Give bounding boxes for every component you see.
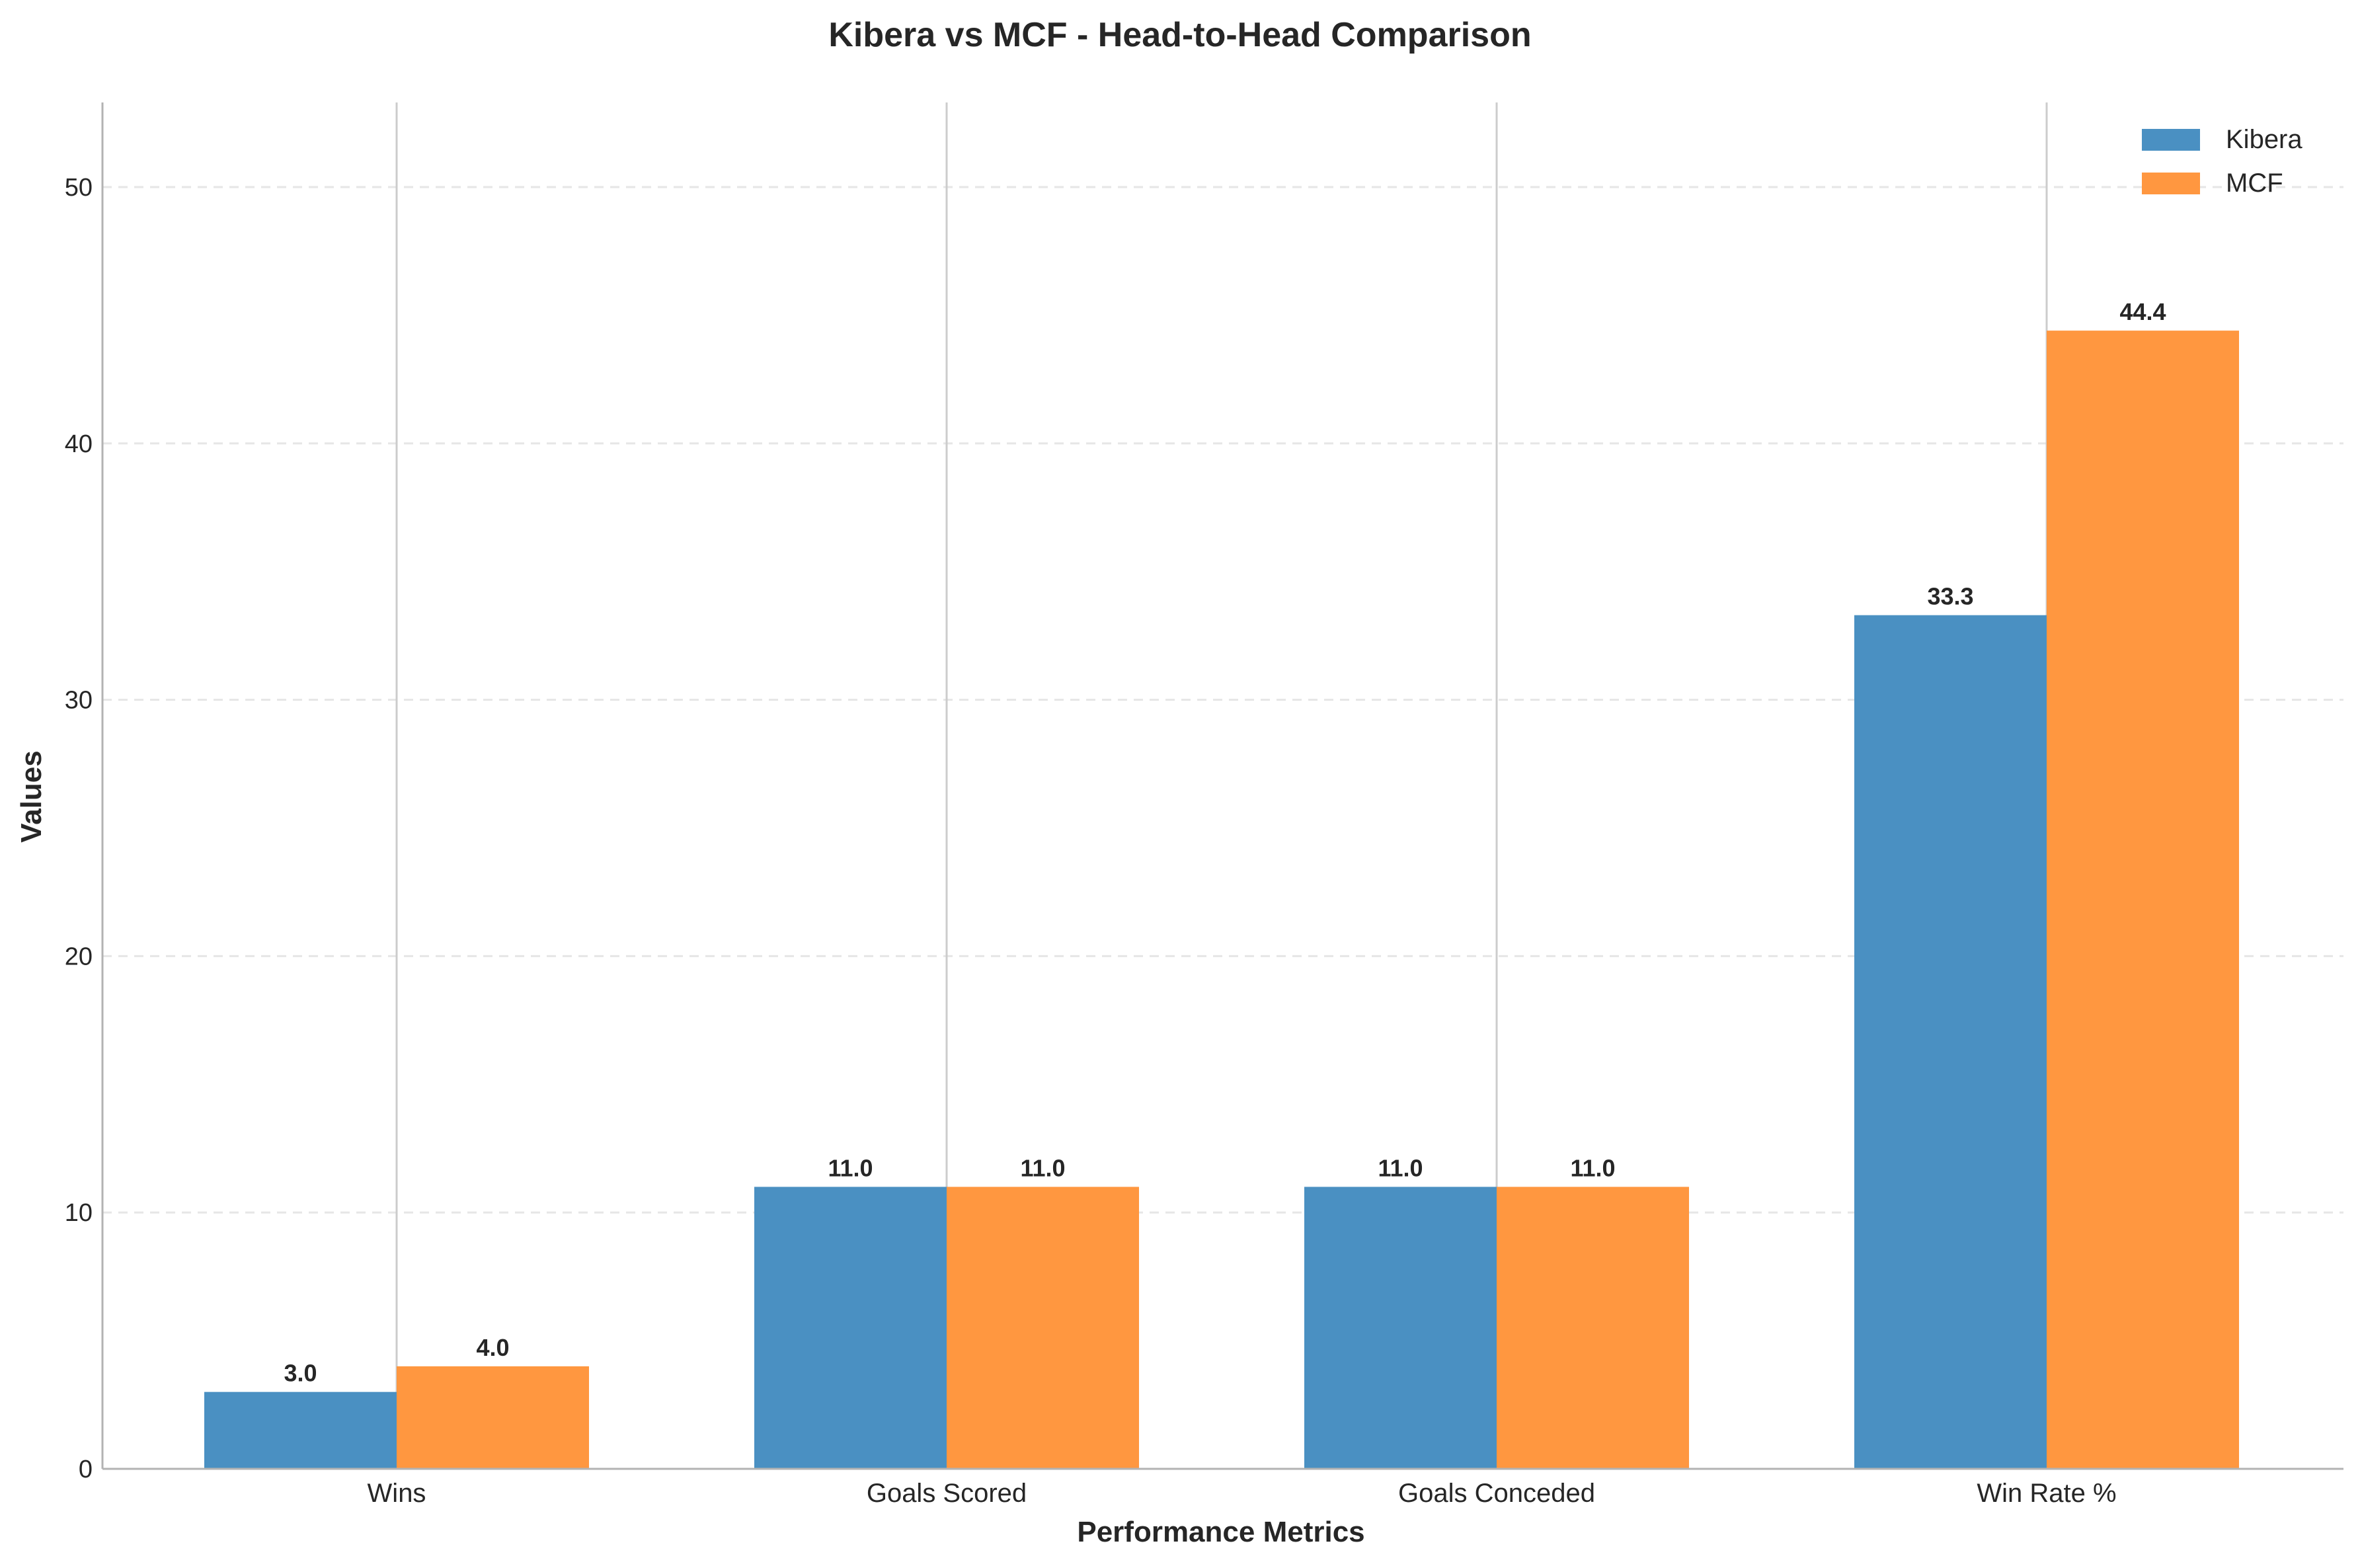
y-axis-label: Values [15,750,48,842]
chart-title: Kibera vs MCF - Head-to-Head Comparison [828,16,1531,54]
data-label: 4.0 [476,1334,509,1361]
legend-swatch-mcf [2142,173,2200,194]
data-label: 11.0 [1378,1154,1423,1181]
bar-kibera-2 [1304,1187,1497,1469]
bar-kibera-3 [1854,615,2047,1469]
bar-kibera-0 [204,1392,397,1469]
data-label: 3.0 [284,1360,317,1387]
data-labels: 3.0 11.0 11.0 33.3 4.0 11.0 11.0 44.4 [284,298,2166,1387]
bar-mcf-3 [2047,331,2239,1469]
bars [204,331,2239,1469]
bar-mcf-0 [397,1366,589,1469]
y-tick-label: 40 [65,430,93,458]
x-tick-label: Wins [368,1479,426,1508]
y-tick-label: 30 [65,687,93,715]
x-axis-label: Performance Metrics [1077,1516,1364,1548]
x-tick-label: Goals Conceded [1398,1479,1595,1508]
axes: 0 10 20 30 40 50 Wins Goals Scored Goals Concede… [65,102,2343,1508]
x-tick-label: Win Rate % [1977,1479,2116,1508]
legend: Kibera MCF [2142,125,2302,198]
data-label: 44.4 [2119,298,2166,325]
data-label: 11.0 [1020,1154,1065,1181]
bar-mcf-1 [947,1187,1139,1469]
bar-mcf-2 [1497,1187,1689,1469]
y-tick-label: 50 [65,174,93,202]
x-tick-label: Goals Scored [867,1479,1027,1508]
legend-swatch-kibera [2142,129,2200,151]
y-tick-label: 20 [65,943,93,970]
bar-kibera-1 [754,1187,947,1469]
legend-label-mcf: MCF [2226,169,2283,198]
y-tick-label: 0 [79,1456,93,1483]
data-label: 11.0 [1570,1154,1615,1181]
data-label: 11.0 [828,1154,873,1181]
data-label: 33.3 [1927,583,1973,610]
y-tick-label: 10 [65,1199,93,1227]
legend-label-kibera: Kibera [2226,125,2302,154]
